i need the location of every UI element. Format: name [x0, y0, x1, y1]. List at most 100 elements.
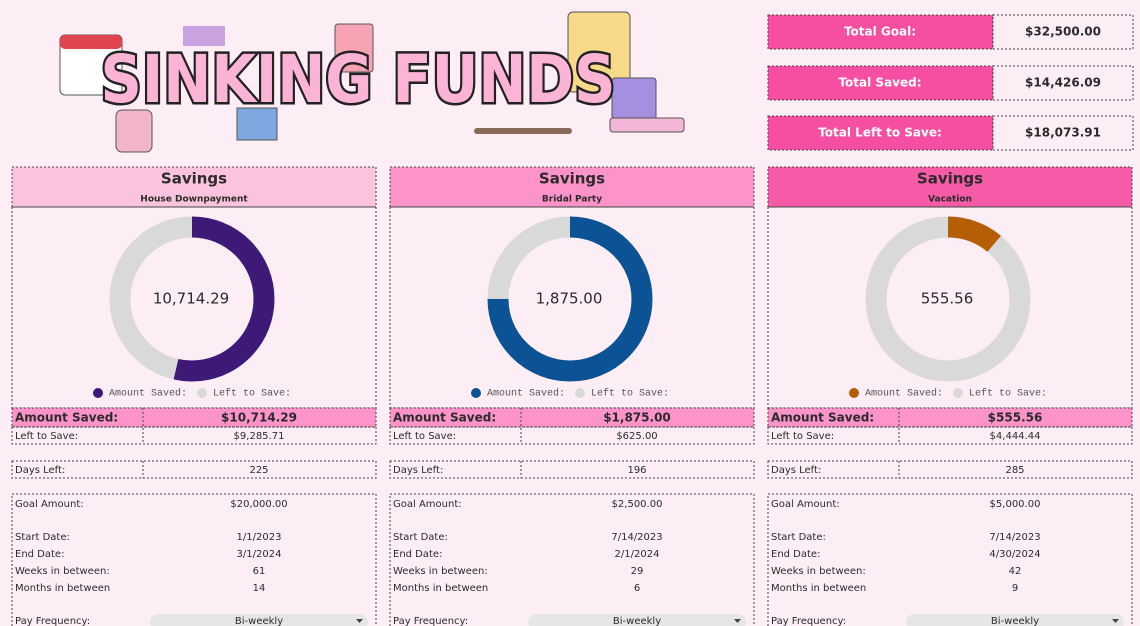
detail-label: End Date:	[771, 549, 820, 560]
fund-heading: Savings	[161, 170, 227, 188]
detail-value: 42	[1009, 566, 1022, 577]
laptop-icon	[611, 77, 657, 121]
fund-name: House Downpayment	[140, 195, 248, 205]
detail-label: Start Date:	[15, 532, 70, 543]
total-label-cell	[767, 115, 994, 151]
phone-icon	[115, 109, 153, 153]
tape-icon	[183, 26, 225, 46]
detail-value: 1/1/2023	[237, 532, 282, 543]
left-label: Left to Save:	[393, 431, 456, 442]
detail-label: Months in between	[15, 583, 110, 594]
amount-saved-label: Amount Saved:	[393, 411, 496, 425]
detail-label: End Date:	[15, 549, 64, 560]
detail-value: 29	[631, 566, 644, 577]
donut-slice	[865, 216, 1031, 382]
legend-label: Left to Save:	[591, 388, 669, 400]
pay-value: Bi-weekly	[235, 616, 283, 626]
amount-saved-value: $1,875.00	[603, 411, 671, 425]
chart-box	[11, 206, 377, 409]
legend-label: Amount Saved:	[487, 388, 565, 400]
detail-value: 3/1/2024	[237, 549, 282, 560]
pay-value: Bi-weekly	[991, 616, 1039, 626]
detail-value: 7/14/2023	[989, 532, 1040, 543]
pay-dropdown[interactable]	[150, 614, 368, 626]
fund-heading: Savings	[539, 170, 605, 188]
detail-value: 2/1/2024	[615, 549, 660, 560]
days-row	[11, 460, 377, 479]
left-value: $9,285.71	[234, 431, 285, 442]
dropdown-arrow	[356, 619, 363, 623]
pay-value: Bi-weekly	[613, 616, 661, 626]
left-label: Left to Save:	[771, 431, 834, 442]
days-left-value: 196	[627, 465, 646, 476]
dropdown-arrow	[1112, 619, 1119, 623]
fund-name: Bridal Party	[542, 195, 602, 205]
chart-box	[389, 206, 755, 409]
legend-swatch	[471, 388, 481, 398]
detail-label: Weeks in between:	[393, 566, 488, 577]
detail-value: 9	[1012, 583, 1018, 594]
total-value: $32,500.00	[1025, 25, 1101, 39]
days-left-value: 225	[249, 465, 268, 476]
days-left-value: 285	[1005, 465, 1024, 476]
notebook-icon	[334, 23, 374, 73]
donut-center-label: 10,714.29	[153, 290, 229, 308]
goal-label: Goal Amount:	[15, 499, 84, 510]
detail-label: Months in between	[393, 583, 488, 594]
detail-value: 6	[634, 583, 640, 594]
fund-name: Vacation	[928, 195, 972, 205]
fund-header	[767, 166, 1133, 208]
legend-label: Amount Saved:	[109, 388, 187, 400]
donut-center-label: 1,875.00	[536, 290, 603, 308]
total-value-cell	[992, 115, 1134, 151]
details-box	[11, 493, 377, 626]
pay-label: Pay Frequency:	[393, 616, 468, 626]
left-label: Left to Save:	[15, 431, 78, 442]
total-value: $18,073.91	[1025, 126, 1101, 140]
laptop-base	[609, 117, 685, 133]
goal-value: $2,500.00	[612, 499, 663, 510]
detail-value: 4/30/2024	[989, 549, 1040, 560]
detail-value: 14	[253, 583, 266, 594]
donut-slice	[109, 216, 275, 382]
fund-header	[11, 166, 377, 208]
pens-icon	[474, 128, 572, 134]
amount-saved-value: $555.56	[988, 411, 1043, 425]
dropdown-arrow	[734, 619, 741, 623]
fund-header	[389, 166, 755, 208]
pay-dropdown[interactable]	[906, 614, 1124, 626]
fund-heading: Savings	[917, 170, 983, 188]
goal-label: Goal Amount:	[393, 499, 462, 510]
left-value: $625.00	[616, 431, 657, 442]
pay-dropdown[interactable]	[528, 614, 746, 626]
detail-label: Start Date:	[771, 532, 826, 543]
amount-saved-value: $10,714.29	[221, 411, 297, 425]
detail-value: 7/14/2023	[611, 532, 662, 543]
pay-label: Pay Frequency:	[771, 616, 846, 626]
legend-label: Amount Saved:	[865, 388, 943, 400]
total-label: Total Saved:	[838, 76, 921, 90]
total-label-cell	[767, 65, 994, 101]
legend-swatch	[93, 388, 103, 398]
pay-label: Pay Frequency:	[15, 616, 90, 626]
left-row	[389, 426, 755, 445]
binders-icon	[236, 107, 278, 141]
detail-label: Weeks in between:	[15, 566, 110, 577]
details-box	[389, 493, 755, 626]
details-box	[767, 493, 1133, 626]
detail-label: Weeks in between:	[771, 566, 866, 577]
left-row	[11, 426, 377, 445]
total-label: Total Goal:	[844, 25, 916, 39]
goal-label: Goal Amount:	[771, 499, 840, 510]
detail-label: Months in between	[771, 583, 866, 594]
total-value: $14,426.09	[1025, 76, 1101, 90]
donut-center-label: 555.56	[921, 290, 974, 308]
detail-label: Start Date:	[393, 532, 448, 543]
goal-value: $5,000.00	[990, 499, 1041, 510]
legend-label: Left to Save:	[969, 388, 1047, 400]
donut-slice	[487, 216, 653, 382]
title-art: SINKING FUNDS	[59, 11, 685, 153]
legend-swatch	[953, 388, 963, 398]
left-row	[767, 426, 1133, 445]
